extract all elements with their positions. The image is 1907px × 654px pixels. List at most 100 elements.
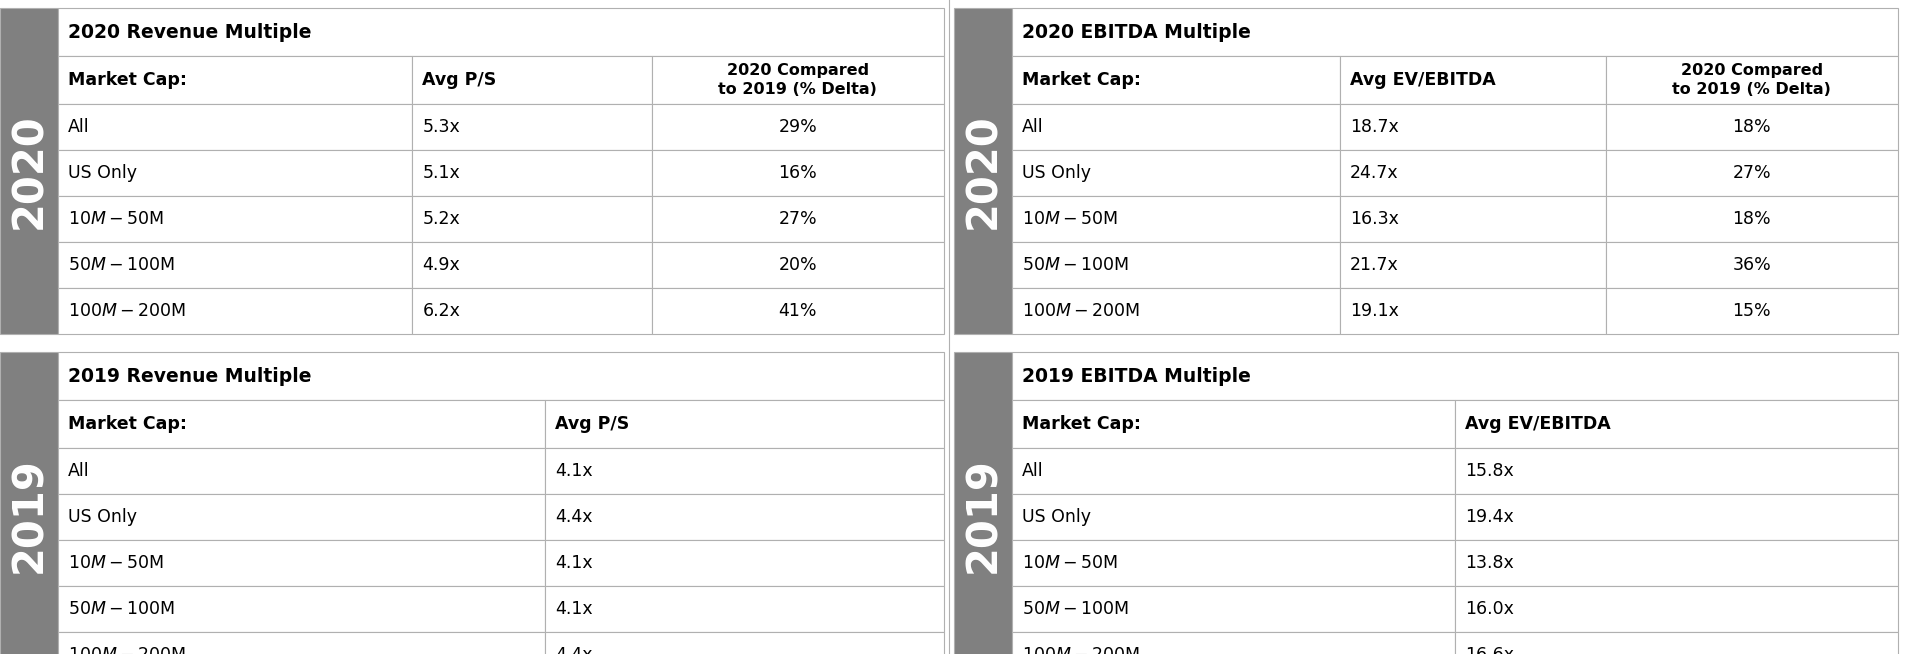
Text: $100M-$200M: $100M-$200M [69,302,185,320]
Bar [954,8,1011,334]
Bar [1606,242,1897,288]
Bar [1011,540,1455,586]
Text: 2020 Compared
to 2019 (% Delta): 2020 Compared to 2019 (% Delta) [1672,63,1831,97]
Text: 16%: 16% [778,164,816,182]
Text: 16.0x: 16.0x [1465,600,1512,618]
Bar [545,540,944,586]
Bar [1011,288,1339,334]
Bar [57,104,412,150]
Text: $50M-$100M: $50M-$100M [1022,600,1129,618]
Bar [1339,150,1606,196]
Text: 13.8x: 13.8x [1465,554,1512,572]
Text: 18.7x: 18.7x [1348,118,1398,136]
Bar [545,586,944,632]
Text: $10M-$50M: $10M-$50M [69,554,164,572]
Text: US Only: US Only [69,508,137,526]
Text: 4.1x: 4.1x [555,554,593,572]
Text: $50M-$100M: $50M-$100M [69,600,175,618]
Bar [1011,150,1339,196]
Bar [1606,104,1897,150]
Text: 27%: 27% [778,210,816,228]
Text: 2020: 2020 [8,113,50,229]
Text: 2020 Revenue Multiple: 2020 Revenue Multiple [69,22,311,41]
Bar [57,196,412,242]
Text: $10M-$50M: $10M-$50M [69,210,164,228]
Text: 36%: 36% [1732,256,1770,274]
Bar [1011,8,1897,56]
Text: 2020 EBITDA Multiple: 2020 EBITDA Multiple [1022,22,1251,41]
Bar [652,288,944,334]
Bar [1011,242,1339,288]
Text: 21.7x: 21.7x [1348,256,1398,274]
Text: 18%: 18% [1732,118,1770,136]
Text: 16.3x: 16.3x [1348,210,1398,228]
Text: Avg P/S: Avg P/S [421,71,496,89]
Bar [57,494,545,540]
Bar [57,448,545,494]
Text: 4.9x: 4.9x [421,256,460,274]
Text: 15%: 15% [1732,302,1770,320]
Bar [1455,586,1897,632]
Text: $10M-$50M: $10M-$50M [1022,554,1118,572]
Text: 5.3x: 5.3x [421,118,460,136]
Text: 19.4x: 19.4x [1465,508,1512,526]
Text: 5.2x: 5.2x [421,210,460,228]
Bar [57,352,944,400]
Bar [412,150,652,196]
Text: All: All [69,118,90,136]
Bar [652,196,944,242]
Text: All: All [1022,462,1043,480]
Bar [1455,400,1897,448]
Bar [1455,448,1897,494]
Bar [57,540,545,586]
Bar [652,242,944,288]
Text: Market Cap:: Market Cap: [1022,71,1140,89]
Text: 2019 EBITDA Multiple: 2019 EBITDA Multiple [1022,366,1251,385]
Bar [57,150,412,196]
Text: 2020: 2020 [961,113,1003,229]
Text: Avg EV/EBITDA: Avg EV/EBITDA [1465,415,1610,433]
Bar [1339,288,1606,334]
Bar [1011,352,1897,400]
Bar [57,288,412,334]
Text: 20%: 20% [778,256,816,274]
Bar [1011,196,1339,242]
Bar [412,242,652,288]
Text: 16.6x: 16.6x [1465,646,1514,654]
Bar [1339,56,1606,104]
Text: Avg P/S: Avg P/S [555,415,629,433]
Bar [1011,448,1455,494]
Bar [1606,196,1897,242]
Bar [57,632,545,654]
Bar [545,632,944,654]
Text: Market Cap:: Market Cap: [69,415,187,433]
Text: 4.1x: 4.1x [555,462,593,480]
Bar [652,104,944,150]
Bar [1011,586,1455,632]
Text: 29%: 29% [778,118,816,136]
Bar [1339,104,1606,150]
Text: $50M-$100M: $50M-$100M [69,256,175,274]
Text: 5.1x: 5.1x [421,164,460,182]
Text: US Only: US Only [1022,164,1091,182]
Bar [652,150,944,196]
Bar [1011,632,1455,654]
Text: All: All [69,462,90,480]
Bar [1455,540,1897,586]
Text: 2020 Compared
to 2019 (% Delta): 2020 Compared to 2019 (% Delta) [719,63,877,97]
Text: All: All [1022,118,1043,136]
Text: $50M-$100M: $50M-$100M [1022,256,1129,274]
Bar [0,352,57,654]
Bar [57,242,412,288]
Text: 24.7x: 24.7x [1348,164,1398,182]
Text: US Only: US Only [69,164,137,182]
Bar [1339,196,1606,242]
Text: 2019: 2019 [961,457,1003,573]
Text: 2019: 2019 [8,457,50,573]
Text: Market Cap:: Market Cap: [1022,415,1140,433]
Bar [954,352,1011,654]
Text: 4.1x: 4.1x [555,600,593,618]
Text: 15.8x: 15.8x [1465,462,1512,480]
Bar [412,196,652,242]
Bar [1011,494,1455,540]
